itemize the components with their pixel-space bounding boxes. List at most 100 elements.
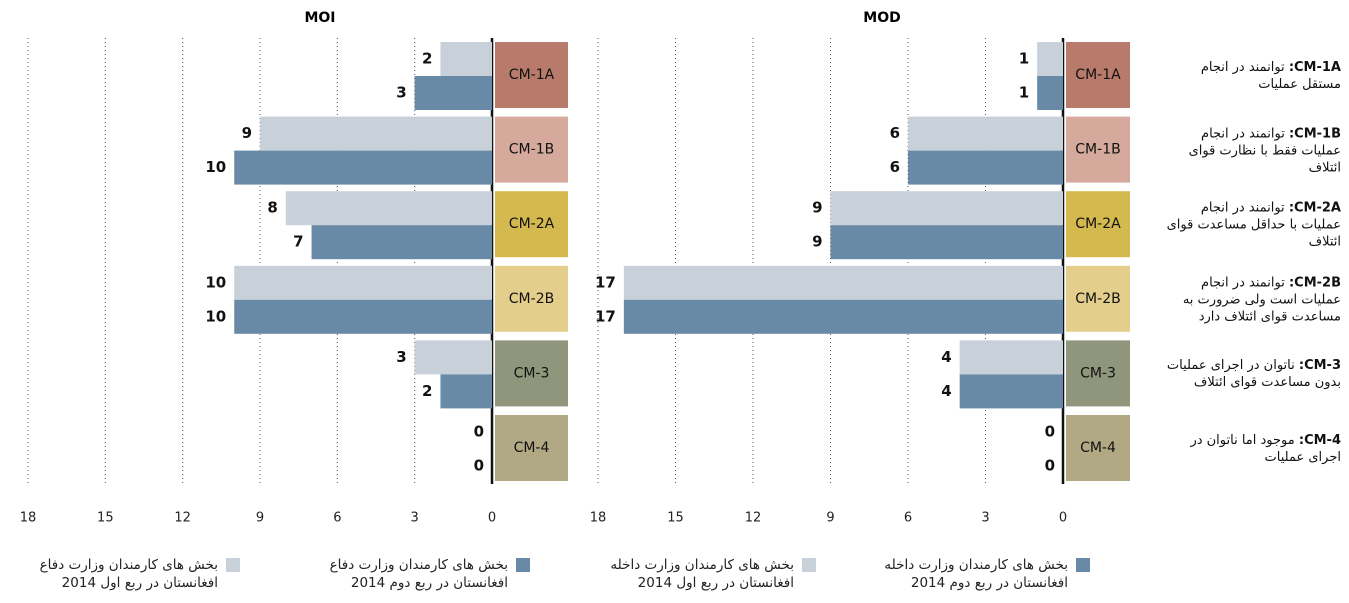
category-label: CM-3 <box>514 365 550 381</box>
data-label: 10 <box>205 307 226 325</box>
description-code: CM-1B: <box>1288 126 1341 142</box>
chart-title: MOI <box>304 10 335 26</box>
legend-swatch <box>1076 558 1090 572</box>
category-label: CM-2A <box>1075 216 1121 232</box>
chart-title: MOD <box>863 10 900 26</box>
description-text: توانمند در انجام عملیات با حداقل مساعدت … <box>1166 200 1341 250</box>
x-tick-label: 18 <box>590 511 607 526</box>
bar <box>414 76 492 110</box>
data-label: 17 <box>595 273 616 291</box>
x-tick-label: 9 <box>256 511 264 526</box>
category-description: CM-1A: توانمند در انجام مستقل عملیات <box>1163 59 1341 93</box>
description-text: توانمند در انجام عملیات فقط با نظارت قوا… <box>1188 126 1341 176</box>
data-label: 9 <box>812 233 822 251</box>
data-label: 17 <box>595 307 616 325</box>
bar <box>414 340 492 375</box>
data-label: 0 <box>474 457 484 475</box>
category-label: CM-4 <box>1080 440 1116 456</box>
x-tick-label: 0 <box>1059 511 1067 526</box>
category-label: CM-2B <box>509 291 554 307</box>
legend-label: بخش های کارمندان وزارت دفاع افغانستان در… <box>329 557 508 591</box>
x-tick-label: 9 <box>826 511 834 526</box>
category-box <box>1066 42 1130 108</box>
category-description: CM-3: ناتوان در اجرای عملیات بدون مساعدت… <box>1163 357 1341 391</box>
x-tick-label: 15 <box>667 511 684 526</box>
bar <box>623 299 1063 334</box>
legend-item: بخش های کارمندان وزارت داخله افغانستان د… <box>858 556 1090 592</box>
data-label: 4 <box>941 382 951 400</box>
x-tick-label: 15 <box>97 511 114 526</box>
data-label: 3 <box>396 348 406 366</box>
bar <box>908 116 1063 151</box>
x-tick-label: 12 <box>745 511 762 526</box>
data-label: 2 <box>422 382 432 400</box>
category-label: CM-2B <box>1075 291 1120 307</box>
data-label: 10 <box>205 273 226 291</box>
description-code: CM-1A: <box>1288 60 1341 75</box>
data-label: 1 <box>1019 84 1029 102</box>
bar <box>959 340 1063 375</box>
description-text: ناتوان در اجرای عملیات بدون مساعدت قوای … <box>1166 358 1341 391</box>
data-label: 8 <box>267 199 277 217</box>
bar <box>260 116 492 151</box>
x-tick-label: 3 <box>981 511 989 526</box>
category-description: CM-2B: توانمند در انجام عملیات است ولی ض… <box>1163 274 1341 325</box>
x-tick-label: 18 <box>20 511 37 526</box>
bar <box>623 265 1063 300</box>
category-box <box>1066 116 1130 183</box>
bar <box>234 150 492 185</box>
bar <box>285 191 492 226</box>
category-box <box>495 265 568 332</box>
category-box <box>495 415 568 481</box>
bar <box>959 374 1063 409</box>
category-description: CM-1B: توانمند در انجام عملیات فقط با نظ… <box>1163 125 1341 176</box>
legend-label: بخش های کارمندان وزارت داخله افغانستان د… <box>884 557 1068 591</box>
legend-label: بخش های کارمندان وزارت دفاع افغانستان در… <box>39 557 218 591</box>
category-box <box>495 191 568 258</box>
category-box <box>495 340 568 407</box>
description-code: CM-3: <box>1298 358 1341 374</box>
description-code: CM-2B: <box>1288 275 1341 291</box>
bar <box>1037 42 1063 76</box>
category-box <box>495 116 568 183</box>
category-label: CM-1B <box>1075 142 1120 158</box>
bar <box>440 374 492 409</box>
category-box <box>1066 265 1130 332</box>
bar <box>311 225 492 260</box>
bar <box>830 191 1063 226</box>
category-label: CM-1A <box>1075 67 1121 83</box>
data-label: 0 <box>474 423 484 441</box>
data-label: 7 <box>293 233 303 251</box>
category-box <box>1066 340 1130 407</box>
description-text: موجود اما ناتوان در اجرای عملیات <box>1190 433 1341 465</box>
data-label: 4 <box>941 348 951 366</box>
legend-swatch <box>516 558 530 572</box>
legend-swatch <box>802 558 816 572</box>
x-tick-label: 3 <box>411 511 419 526</box>
legend-item: بخش های کارمندان وزارت داخله افغانستان د… <box>584 556 816 592</box>
category-description: CM-2A: توانمند در انجام عملیات با حداقل … <box>1163 200 1341 251</box>
x-tick-label: 6 <box>904 511 912 526</box>
category-box <box>1066 191 1130 258</box>
data-label: 2 <box>422 50 432 68</box>
x-tick-label: 6 <box>333 511 341 526</box>
data-label: 10 <box>205 158 226 176</box>
data-label: 6 <box>890 158 900 176</box>
description-code: CM-2A: <box>1288 200 1341 216</box>
category-box <box>495 42 568 108</box>
description-text: توانمند در انجام عملیات است ولی ضرورت به… <box>1182 275 1341 325</box>
category-box <box>1066 415 1130 481</box>
data-label: 9 <box>812 199 822 217</box>
bar <box>234 265 492 300</box>
bar <box>234 299 492 334</box>
description-code: CM-4: <box>1298 433 1341 448</box>
legend-swatch <box>226 558 240 572</box>
bar <box>908 150 1063 185</box>
description-text: توانمند در انجام مستقل عملیات <box>1200 60 1341 92</box>
x-tick-label: 0 <box>488 511 496 526</box>
category-label: CM-1B <box>509 142 554 158</box>
bar <box>830 225 1063 260</box>
legend-item: بخش های کارمندان وزارت دفاع افغانستان در… <box>298 556 530 592</box>
data-label: 0 <box>1045 457 1055 475</box>
